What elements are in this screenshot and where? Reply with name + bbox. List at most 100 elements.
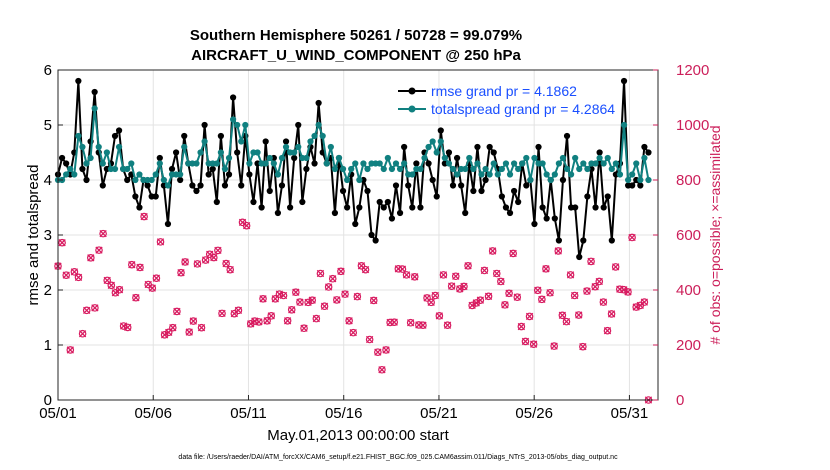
obs-assimilated-cross — [148, 284, 156, 292]
rmse-point — [535, 143, 542, 151]
obs-assimilated-cross — [275, 290, 284, 298]
obs-possible-circle — [460, 282, 468, 291]
obs-possible-circle — [599, 298, 608, 306]
obs-count-marker — [480, 266, 489, 275]
totalspread-point — [584, 165, 591, 173]
obs-possible-circle — [193, 260, 202, 268]
obs-possible-circle — [529, 340, 538, 348]
obs-assimilated-cross — [210, 253, 218, 262]
totalspread-point — [136, 171, 143, 178]
obs-count-marker — [410, 272, 419, 281]
obs-count-marker — [546, 288, 554, 297]
obs-possible-circle — [197, 323, 206, 332]
rmse-point — [111, 132, 119, 140]
rmse-point — [230, 94, 237, 101]
totalspread-point — [388, 165, 396, 173]
obs-count-marker — [460, 282, 468, 291]
y-tick-label: 2 — [44, 282, 52, 299]
totalspread-point — [445, 160, 453, 167]
obs-count-marker — [218, 309, 226, 318]
obs-count-marker — [435, 312, 444, 320]
obs-possible-circle — [542, 265, 550, 273]
obs-count-marker — [197, 323, 206, 332]
rmse-point — [278, 182, 286, 189]
obs-count-marker — [513, 293, 522, 301]
rmse-point — [303, 165, 310, 173]
obs-count-marker — [488, 247, 497, 255]
obs-count-marker — [349, 328, 358, 337]
obs-assimilated-cross — [513, 293, 521, 301]
obs-assimilated-cross — [197, 324, 206, 332]
rmse-point — [201, 121, 208, 129]
obs-assimilated-cross — [189, 317, 197, 325]
totalspread-point — [197, 149, 204, 156]
obs-assimilated-cross — [292, 288, 300, 296]
obs-possible-circle — [91, 304, 99, 312]
totalspread-point — [645, 176, 652, 184]
obs-count-marker — [398, 265, 407, 273]
obs-possible-circle — [345, 316, 353, 325]
obs-assimilated-cross — [583, 287, 591, 295]
obs-possible-circle — [287, 305, 296, 314]
obs-assimilated-cross — [456, 285, 464, 293]
totalspread-point — [315, 121, 322, 129]
totalspread-point — [339, 165, 347, 173]
x-tick-label: 05/11 — [230, 405, 266, 422]
totalspread-point — [295, 143, 302, 151]
obs-possible-circle — [509, 249, 517, 258]
totalspread-point — [625, 176, 632, 184]
obs-assimilated-cross — [575, 311, 583, 319]
obs-assimilated-cross — [612, 263, 620, 271]
obs-count-marker — [566, 271, 575, 279]
obs-assimilated-cross — [124, 323, 132, 332]
x-tick-label: 05/16 — [325, 405, 363, 422]
rmse-point — [437, 127, 444, 134]
obs-count-marker — [603, 326, 612, 335]
obs-possible-circle — [620, 285, 628, 294]
rmse-point — [580, 237, 587, 244]
rmse-point — [641, 143, 648, 151]
legend-spread-label: totalspread grand pr = 4.2864 — [431, 101, 615, 117]
rmse-point — [258, 204, 265, 211]
totalspread-point — [83, 160, 90, 167]
rmse-point — [234, 149, 241, 156]
obs-possible-circle — [579, 342, 587, 351]
obs-possible-circle — [607, 310, 616, 318]
totalspread-point — [474, 160, 481, 167]
obs-possible-circle — [369, 296, 378, 305]
totalspread-point — [75, 132, 82, 140]
obs-assimilated-cross — [464, 262, 472, 270]
obs-assimilated-cross — [378, 366, 386, 374]
obs-count-marker — [82, 306, 91, 315]
totalspread-point — [409, 171, 416, 178]
obs-assimilated-cross — [214, 246, 222, 255]
totalspread-point — [551, 171, 558, 178]
obs-assimilated-cross — [542, 265, 550, 273]
obs-possible-circle — [62, 271, 71, 279]
rmse-point — [225, 171, 233, 178]
obs-assimilated-cross — [353, 292, 361, 301]
obs-assimilated-cross — [411, 273, 419, 281]
obs-assimilated-cross — [316, 269, 325, 278]
obs-assimilated-cross — [571, 291, 579, 300]
obs-possible-circle — [533, 286, 542, 295]
rmse-point — [478, 187, 485, 195]
obs-count-marker — [337, 267, 345, 276]
obs-count-marker — [624, 288, 632, 296]
totalspread-point — [637, 176, 644, 184]
totalspread-point — [319, 132, 326, 140]
y2-tick-label: 400 — [676, 282, 701, 299]
totalspread-point — [225, 154, 233, 162]
rmse-point — [380, 204, 387, 211]
obs-assimilated-cross — [255, 318, 263, 326]
obs-possible-circle — [566, 271, 575, 279]
obs-possible-circle — [304, 298, 312, 307]
obs-assimilated-cross — [242, 221, 251, 230]
obs-assimilated-cross — [312, 314, 320, 323]
obs-possible-circle — [570, 291, 579, 300]
rmse-line — [57, 80, 650, 258]
totalspread-point — [99, 160, 106, 167]
obs-possible-circle — [554, 247, 563, 255]
totalspread-point — [128, 160, 135, 167]
obs-assimilated-cross — [152, 274, 161, 282]
